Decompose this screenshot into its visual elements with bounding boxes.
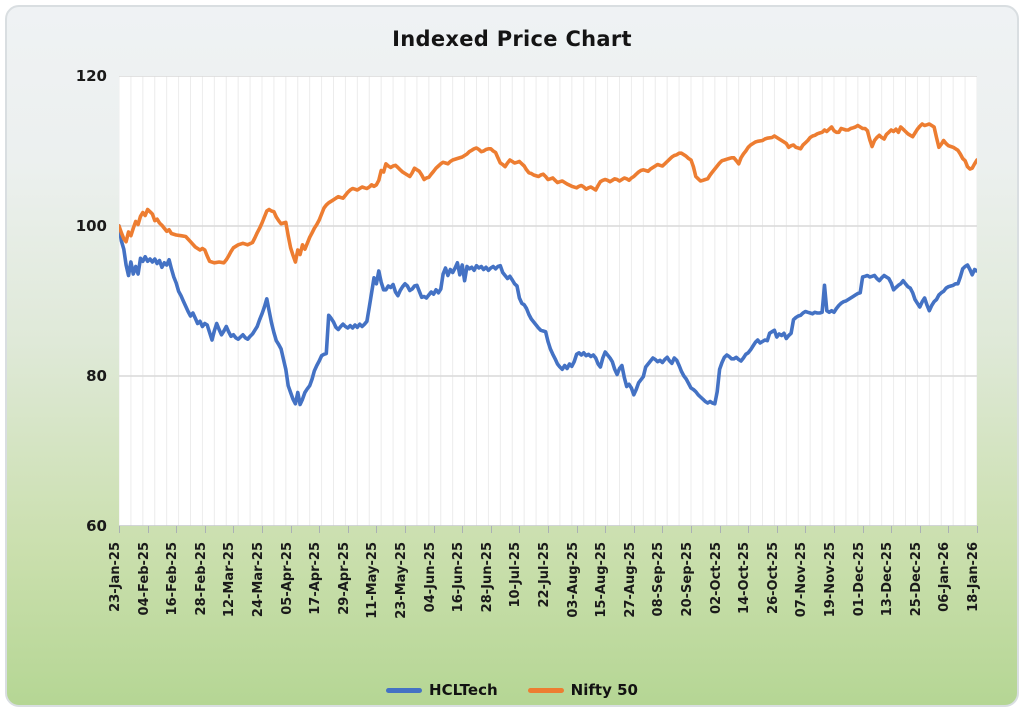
x-axis-tick-mark [919,526,921,533]
x-tick-label: 28-Feb-25 [193,542,209,616]
y-tick-label: 80 [86,367,107,385]
x-axis-tick-mark [776,526,778,533]
legend-item-hcltech: HCLTech [386,681,498,699]
chart-card: Indexed Price Chart 120 100 80 60 23-Jan-25… [5,5,1019,707]
x-tick-label: 15-Aug-25 [594,542,610,618]
x-axis-tick-mark [805,526,807,533]
x-axis-tick-mark [691,526,692,533]
x-axis-tick-mark [605,526,607,533]
x-axis-tick-mark [376,526,378,533]
x-axis-tick-mark [233,526,235,533]
x-tick-label: 07-Nov-25 [794,542,810,618]
x-axis-tick-mark [290,526,292,533]
x-tick-label: 03-Aug-25 [565,542,581,618]
x-axis-tick-mark [633,526,635,533]
x-axis-tick-mark [834,526,835,533]
chart-title: Indexed Price Chart [392,27,632,51]
x-tick-label: 04-Jun-25 [422,542,438,613]
legend-item-nifty50: Nifty 50 [527,681,638,699]
hcltech-line-series [119,224,977,407]
x-tick-label: 13-Dec-25 [880,542,896,617]
legend: HCLTech Nifty 50 [7,681,1017,699]
x-axis-tick-mark [576,526,578,533]
x-axis-tick-mark [719,526,721,533]
x-tick-label: 08-Sep-25 [651,542,667,617]
x-axis-tick-mark [405,526,406,533]
x-axis-tick-mark [462,526,464,533]
x-tick-label: 01-Dec-25 [851,542,867,617]
y-tick-label: 60 [86,517,107,535]
x-axis-tick-mark [490,526,492,533]
x-axis-tick-mark [977,526,978,533]
x-tick-label: 23-May-25 [394,542,409,619]
x-axis-tick-mark [519,526,521,533]
x-axis-tick-mark [948,526,950,533]
x-tick-label: 17-Apr-25 [308,542,324,615]
x-axis-tick-mark [319,526,321,533]
x-axis-tick-mark [176,526,178,533]
x-axis-tick-mark [262,526,263,533]
x-tick-label: 19-Nov-25 [823,542,838,618]
x-axis-tick-mark [662,526,664,533]
x-axis-tick-mark [347,526,349,533]
x-axis-tick-mark [891,526,893,533]
x-axis-tick-mark [433,526,435,533]
x-tick-label: 05-Apr-25 [279,542,295,615]
x-tick-label: 11-May-25 [365,542,381,619]
hcltech-line-swatch [386,687,423,693]
x-axis-tick-mark [862,526,864,533]
x-tick-label: 22-Jul-25 [537,542,552,608]
nifty50-line-swatch [527,687,564,693]
x-tick-label: 25-Dec-25 [908,542,924,617]
x-axis-tick-mark [548,526,549,533]
x-axis-tick-mark [204,526,206,533]
x-tick-label: 10-Jul-25 [508,542,524,608]
x-tick-label: 06-Jan-26 [937,542,953,612]
x-tick-label: 04-Feb-25 [136,542,152,616]
x-tick-label: 12-Mar-25 [222,542,238,618]
x-tick-label: 23-Jan-25 [108,542,123,612]
x-tick-label: 14-Oct-25 [737,542,753,614]
nifty50-line-series [119,122,977,265]
x-tick-label: 29-Apr-25 [336,542,352,615]
x-tick-label: 20-Sep-25 [680,542,695,617]
plot-area [119,76,977,526]
x-axis-tick-mark [748,526,750,533]
x-tick-label: 18-Jan-26 [966,542,981,612]
x-tick-label: 16-Jun-25 [451,542,467,613]
nifty50-legend-label: Nifty 50 [570,681,638,699]
y-tick-label: 100 [75,217,107,235]
x-tick-label: 16-Feb-25 [165,542,181,616]
hcltech-legend-label: HCLTech [429,681,498,699]
x-tick-label: 02-Oct-25 [708,542,724,614]
x-tick-label: 28-Jun-25 [479,542,495,613]
x-axis-tick-mark [147,526,149,533]
x-axis-tick-mark [119,526,120,533]
x-tick-label: 26-Oct-25 [765,542,781,614]
x-tick-label: 27-Aug-25 [622,542,638,618]
y-tick-label: 120 [75,67,107,85]
x-tick-label: 24-Mar-25 [251,542,266,618]
